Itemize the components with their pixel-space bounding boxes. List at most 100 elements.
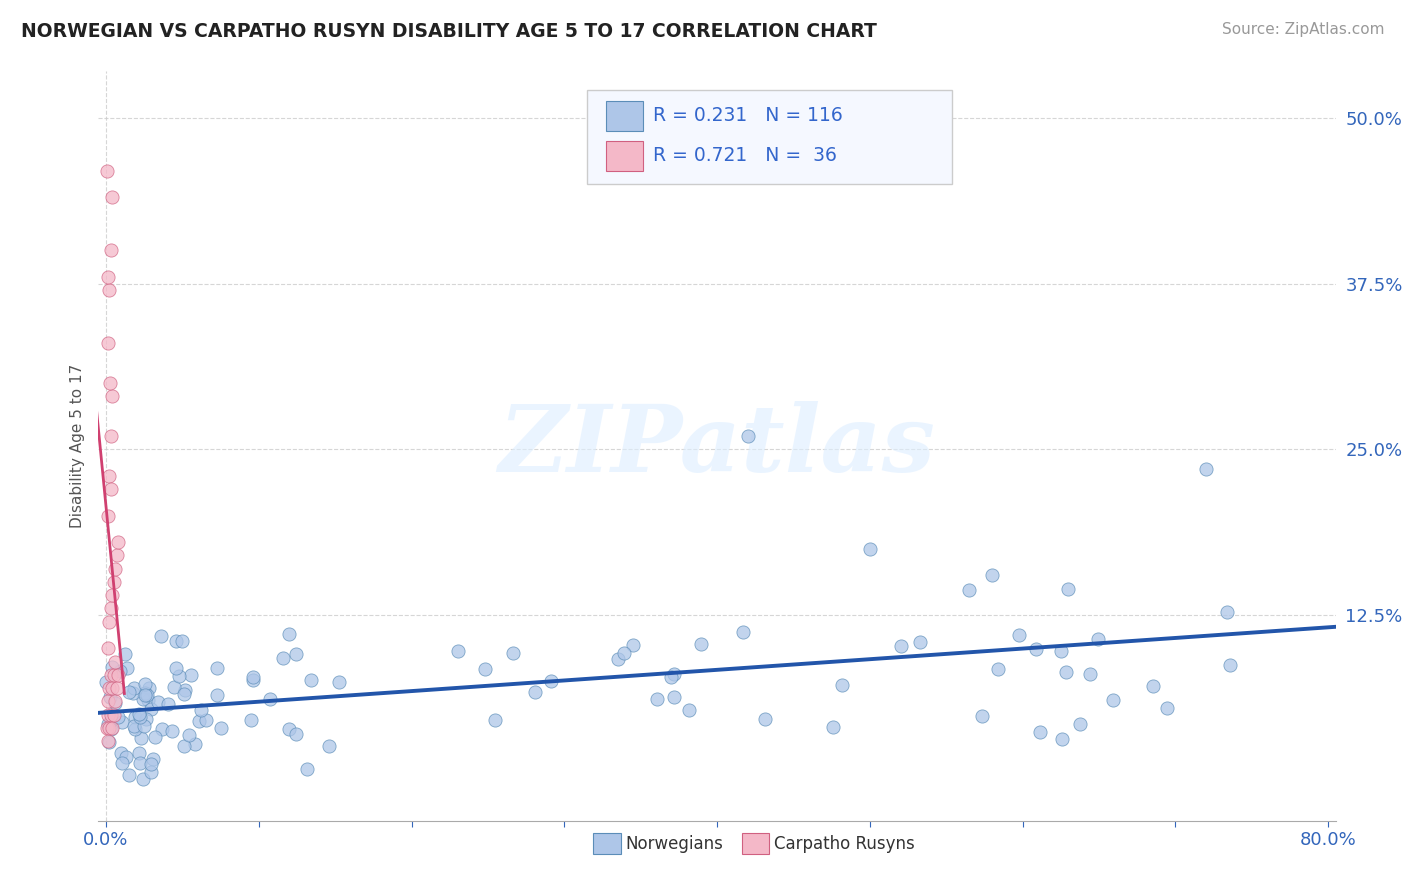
Point <box>149 629 172 643</box>
Point <box>645 692 668 706</box>
Point <box>141 765 163 780</box>
Text: NORWEGIAN VS CARPATHO RUSYN DISABILITY AGE 5 TO 17 CORRELATION CHART: NORWEGIAN VS CARPATHO RUSYN DISABILITY A… <box>21 22 877 41</box>
Point <box>98 681 121 695</box>
Point <box>173 683 195 698</box>
Point <box>97 716 120 731</box>
Point <box>242 673 264 687</box>
Point <box>662 666 685 681</box>
Point <box>890 640 912 654</box>
FancyBboxPatch shape <box>588 90 952 184</box>
Point <box>132 719 155 733</box>
Point <box>136 689 159 703</box>
Point <box>447 644 470 658</box>
Point <box>173 687 195 701</box>
Point <box>1195 462 1218 476</box>
Point <box>100 244 122 258</box>
Point <box>821 720 844 734</box>
Text: Carpatho Rusyns: Carpatho Rusyns <box>773 835 915 853</box>
Point <box>1050 644 1073 658</box>
Point <box>328 675 350 690</box>
Point <box>97 694 120 708</box>
Point <box>1142 679 1164 693</box>
Point <box>689 637 711 651</box>
Point <box>135 713 157 727</box>
Point <box>318 739 340 754</box>
Point <box>101 588 124 602</box>
Point <box>273 651 295 665</box>
Point <box>101 389 124 403</box>
Point <box>607 652 630 666</box>
Point <box>180 668 202 682</box>
Point <box>128 710 150 724</box>
Point <box>98 283 121 297</box>
Point <box>101 681 124 695</box>
Point <box>156 698 179 712</box>
Point <box>94 675 117 690</box>
Point <box>107 535 129 549</box>
Point <box>1069 717 1091 731</box>
Point <box>100 714 122 728</box>
Point <box>97 336 120 351</box>
Point <box>859 541 882 556</box>
Point <box>277 723 299 737</box>
Point <box>194 713 217 727</box>
Y-axis label: Disability Age 5 to 17: Disability Age 5 to 17 <box>69 364 84 528</box>
Point <box>96 164 118 178</box>
Point <box>278 627 301 641</box>
Point <box>190 703 212 717</box>
Point <box>737 429 759 443</box>
Point <box>107 667 129 681</box>
Point <box>98 468 121 483</box>
Point <box>731 625 754 640</box>
Point <box>284 727 307 741</box>
Point <box>540 674 562 689</box>
Text: Norwegians: Norwegians <box>626 835 723 853</box>
Point <box>165 633 187 648</box>
Point <box>831 677 853 691</box>
Point <box>132 692 155 706</box>
Point <box>297 762 319 776</box>
Text: R = 0.231   N = 116: R = 0.231 N = 116 <box>652 106 842 125</box>
Point <box>970 709 993 723</box>
Point <box>118 768 141 782</box>
Point <box>209 721 232 735</box>
Bar <box>606 102 643 131</box>
Point <box>101 190 124 204</box>
Point <box>114 647 136 661</box>
Point <box>128 706 150 721</box>
Point <box>97 734 120 748</box>
Point <box>613 646 636 660</box>
Point <box>103 667 125 681</box>
Point <box>981 568 1004 582</box>
Point <box>98 376 121 390</box>
Point <box>97 641 120 656</box>
Point <box>115 661 138 675</box>
Point <box>1050 731 1073 746</box>
Point <box>97 269 120 284</box>
Point <box>129 756 152 771</box>
Point <box>957 583 980 598</box>
Point <box>659 670 682 684</box>
Point <box>107 710 129 724</box>
Point <box>143 730 166 744</box>
Point <box>98 721 121 735</box>
Point <box>128 746 150 760</box>
Point <box>100 482 122 496</box>
Point <box>101 660 124 674</box>
Point <box>1008 628 1031 642</box>
Point <box>98 690 121 704</box>
Bar <box>593 833 620 855</box>
Point <box>97 508 120 523</box>
Point <box>101 721 124 735</box>
Point <box>1156 701 1178 715</box>
Bar <box>606 141 643 171</box>
Point <box>100 667 122 681</box>
Point <box>132 772 155 786</box>
Text: ZIPatlas: ZIPatlas <box>499 401 935 491</box>
Point <box>100 601 122 615</box>
Point <box>146 695 169 709</box>
Point <box>1219 658 1241 673</box>
Point <box>205 661 228 675</box>
Point <box>131 731 153 746</box>
Point <box>1087 632 1109 646</box>
